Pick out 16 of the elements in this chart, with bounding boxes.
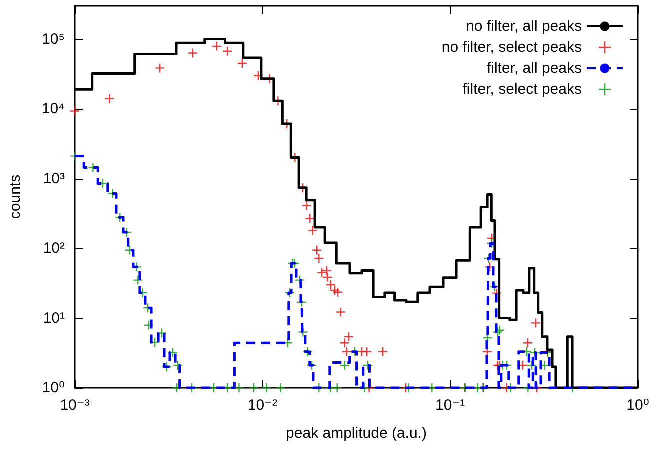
legend-label: filter, all peaks bbox=[486, 60, 582, 77]
x-axis-title: peak amplitude (a.u.) bbox=[286, 425, 427, 442]
y-tick-label: 10⁵ bbox=[42, 30, 65, 48]
y-tick-label: 10³ bbox=[43, 170, 65, 188]
x-tick-label: 10⁻² bbox=[248, 397, 278, 414]
y-tick-label: 10⁰ bbox=[42, 380, 65, 396]
legend-label: filter, select peaks bbox=[462, 81, 582, 98]
legend-label: no filter, all peaks bbox=[466, 18, 582, 35]
y-tick-label: 10¹ bbox=[43, 310, 65, 327]
y-tick-label: 10² bbox=[43, 240, 65, 258]
y-axis-title: counts bbox=[7, 174, 24, 220]
x-tick-label: 10⁻¹ bbox=[436, 397, 466, 414]
y-tick-label: 10⁴ bbox=[42, 100, 65, 118]
x-tick-label: 10⁰ bbox=[626, 397, 650, 414]
legend-label: no filter, select peaks bbox=[442, 39, 582, 56]
x-tick-label: 10⁻³ bbox=[60, 397, 90, 414]
